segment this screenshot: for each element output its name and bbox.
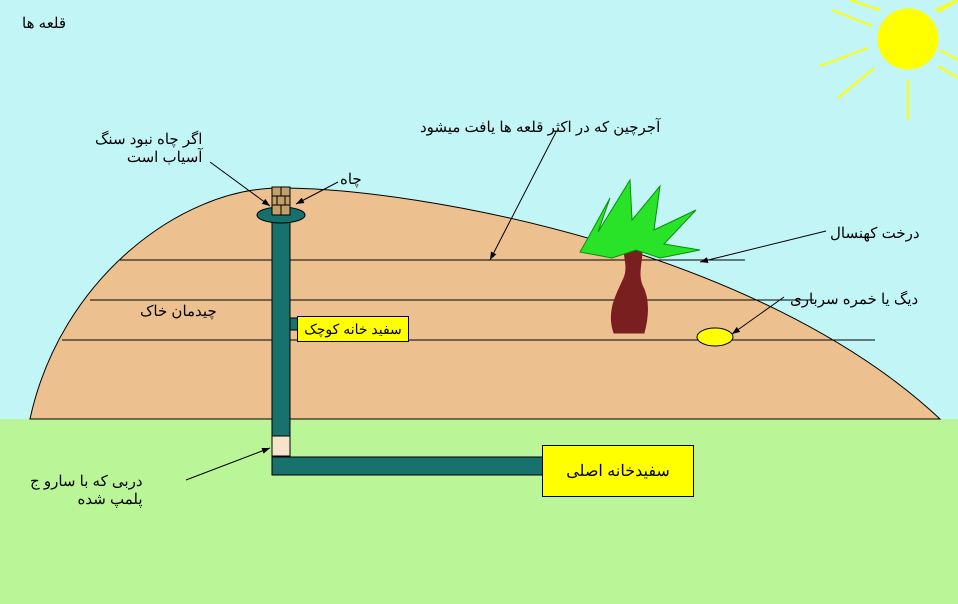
millstone-label: اگر چاه نبود سنگ آسیاب است <box>95 130 202 166</box>
small-house-box: سفید خانه کوچک <box>297 316 409 342</box>
tunnel <box>272 457 550 475</box>
brick-pattern-label: آجرچین که در اکثر قلعه ها یافت میشود <box>420 118 660 136</box>
pot-label: دیگ یا خمره سرباری <box>790 290 918 308</box>
ground <box>0 419 958 604</box>
buried-pot <box>697 328 733 346</box>
well-label: چاه <box>340 170 362 188</box>
soil-layers-label: چیدمان خاک <box>140 302 217 320</box>
old-tree-label: درخت کهنسال <box>830 224 920 242</box>
sun-icon <box>878 9 938 69</box>
main-house-box: سفیدخانه اصلی <box>542 445 694 497</box>
sealed-door-label: دربی که با سارو ج پلمپ شده <box>30 472 143 508</box>
sealed-door <box>272 436 290 456</box>
title-label: قلعه ها <box>22 14 66 32</box>
